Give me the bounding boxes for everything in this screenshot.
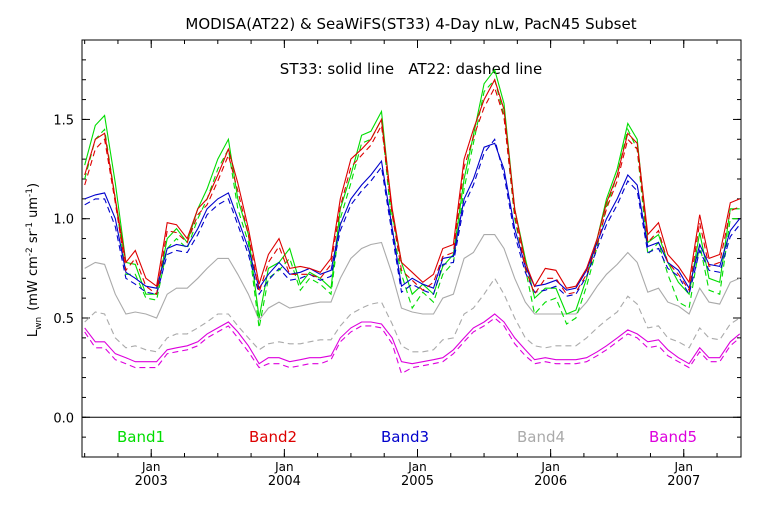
plot-frame bbox=[81, 39, 742, 458]
series-line-band3-st33 bbox=[84, 142, 741, 291]
x-tick-month: Jan bbox=[540, 460, 560, 474]
y-axis-label-sup1: -2 bbox=[25, 247, 35, 256]
series-line-band4-st33 bbox=[84, 234, 740, 322]
legend-item-band5: Band5 bbox=[649, 428, 697, 446]
x-tick-month: Jan bbox=[141, 460, 161, 474]
svg-text:Lwn(mW cm-2 sr-1 um-1): Lwn(mW cm-2 sr-1 um-1) bbox=[25, 183, 44, 337]
legend-item-band2: Band2 bbox=[249, 428, 297, 446]
x-tick-year: 2005 bbox=[401, 474, 434, 489]
y-axis-label-mid: sr bbox=[26, 230, 41, 247]
series-line-band2-at22 bbox=[84, 86, 740, 296]
y-axis-label-end: ) bbox=[26, 183, 41, 188]
x-tick-year: 2003 bbox=[135, 474, 168, 489]
x-tick-month: Jan bbox=[274, 460, 294, 474]
x-tick-year: 2007 bbox=[667, 474, 700, 489]
y-tick-label: 1.5 bbox=[53, 113, 74, 128]
legend-item-band1: Band1 bbox=[117, 428, 165, 446]
y-axis-label-units: (mW cm bbox=[26, 256, 41, 311]
y-axis-label-sup2: -1 bbox=[25, 222, 35, 231]
series-line-band4-at22 bbox=[84, 277, 740, 353]
y-tick-label: 1.0 bbox=[53, 213, 74, 228]
y-axis-label-mid2: um bbox=[26, 197, 41, 222]
series-line-band3-at22 bbox=[84, 138, 741, 297]
y-axis-label-sub: wn bbox=[34, 317, 44, 330]
y-tick-label: 0.5 bbox=[53, 312, 74, 327]
y-axis-label-main: L bbox=[26, 329, 41, 337]
legend-item-band3: Band3 bbox=[381, 428, 429, 446]
series-line-band2-st33 bbox=[84, 78, 740, 289]
x-tick-year: 2006 bbox=[534, 474, 567, 489]
x-tick-year: 2004 bbox=[268, 474, 301, 489]
plot-area: 0.00.51.01.5Jan2003Jan2004Jan2005Jan2006… bbox=[53, 39, 742, 489]
series-line-band5-at22 bbox=[84, 317, 741, 375]
y-axis-label: Lwn(mW cm-2 sr-1 um-1) bbox=[25, 183, 44, 337]
y-tick-label: 0.0 bbox=[53, 411, 74, 426]
legend-item-band4: Band4 bbox=[517, 428, 565, 446]
chart-title: MODISA(AT22) & SeaWiFS(ST33) 4-Day nLw, … bbox=[185, 15, 636, 33]
chart-annotation: ST33: solid line AT22: dashed line bbox=[280, 60, 542, 78]
x-tick-month: Jan bbox=[674, 460, 694, 474]
x-tick-month: Jan bbox=[407, 460, 427, 474]
series-line-band5-st33 bbox=[84, 313, 741, 365]
y-axis-label-sup3: -1 bbox=[25, 188, 35, 197]
series-line-band1-at22 bbox=[84, 78, 740, 329]
